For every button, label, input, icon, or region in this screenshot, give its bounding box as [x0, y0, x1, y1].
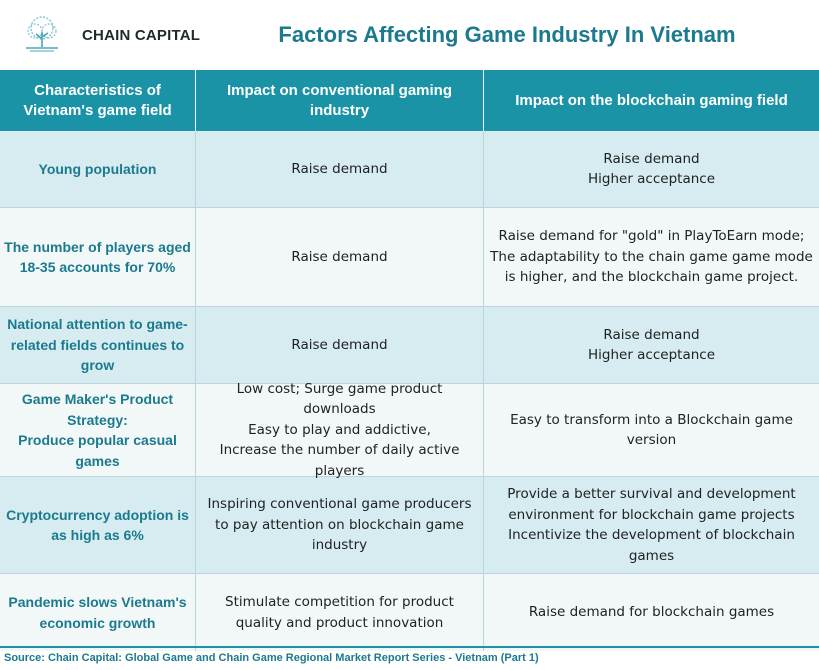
table-row: Young population Raise demand Raise dema… [0, 131, 819, 208]
table-row: The number of players aged 18-35 account… [0, 208, 819, 307]
characteristic-cell: Game Maker's Product Strategy: Produce p… [0, 384, 196, 476]
blockchain-impact-cell: Easy to transform into a Blockchain game… [510, 411, 793, 449]
conventional-impact-cell: Raise demand [196, 307, 484, 383]
blockchain-impact-cell: Raise demand Higher acceptance [587, 326, 716, 364]
table-row: Cryptocurrency adoption is as high as 6%… [0, 477, 819, 574]
page-title: Factors Affecting Game Industry In Vietn… [278, 22, 736, 47]
conventional-impact-cell: Inspiring conventional game producers to… [196, 477, 484, 573]
brand-name: CHAIN CAPITAL [82, 27, 201, 44]
source-note: Source: Chain Capital: Global Game and C… [4, 652, 539, 664]
blockchain-impact-cell: Provide a better survival and developmen… [507, 486, 796, 564]
conventional-impact-cell: Raise demand [196, 131, 484, 207]
table-row: National attention to game-related field… [0, 307, 819, 384]
characteristic-cell: Pandemic slows Vietnam's economic growth [0, 574, 196, 651]
table-row: Game Maker's Product Strategy: Produce p… [0, 381, 819, 479]
table-row: Pandemic slows Vietnam's economic growth… [0, 574, 819, 651]
characteristic-cell: Young population [0, 131, 196, 207]
header: CHAIN CAPITAL Factors Affecting Game Ind… [0, 0, 819, 70]
blockchain-impact-cell: Raise demand for "gold" in PlayToEarn mo… [490, 228, 813, 286]
column-header-conventional: Impact on conventional gaming industry [196, 70, 484, 131]
column-header-characteristics: Characteristics of Vietnam's game field [0, 70, 196, 131]
characteristic-cell: National attention to game-related field… [0, 307, 196, 383]
factors-table: Characteristics of Vietnam's game field … [0, 70, 819, 651]
blockchain-impact-cell: Raise demand for blockchain games [528, 604, 775, 621]
column-header-blockchain: Impact on the blockchain gaming field [515, 91, 788, 109]
tree-logo-icon [22, 14, 62, 56]
characteristic-cell: The number of players aged 18-35 account… [0, 208, 196, 306]
conventional-impact-cell: Stimulate competition for product qualit… [196, 574, 484, 651]
blockchain-impact-cell: Raise demand Higher acceptance [587, 150, 716, 188]
characteristic-cell: Cryptocurrency adoption is as high as 6% [0, 477, 196, 573]
bottom-divider [0, 646, 819, 648]
conventional-impact-cell: Low cost; Surge game product downloads E… [196, 381, 484, 479]
conventional-impact-cell: Raise demand [196, 208, 484, 306]
table-header-row: Characteristics of Vietnam's game field … [0, 70, 819, 131]
